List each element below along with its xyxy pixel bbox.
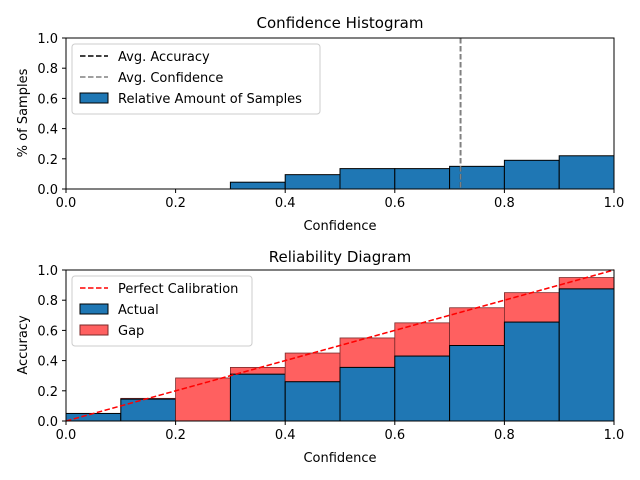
actual-bar — [229, 373, 286, 422]
histogram-x-label: Confidence — [303, 219, 376, 234]
reliability-legend: Perfect Calibration Actual Gap — [71, 275, 253, 347]
reliability-x-ticks: 0.0 0.2 0.4 0.6 0.8 1.0 — [56, 421, 625, 443]
histogram-legend-box — [71, 43, 321, 115]
actual-bar — [339, 366, 396, 422]
legend-avg-accuracy-label: Avg. Accuracy — [118, 50, 210, 65]
hist-x-tick-label: 0.6 — [384, 196, 405, 211]
histogram-bar — [394, 168, 451, 190]
rel-x-tick-label: 0.6 — [384, 428, 405, 443]
legend-gap-swatch — [79, 324, 109, 336]
histogram-y-ticks: 0.0 0.2 0.4 0.6 0.8 1.0 — [37, 32, 66, 198]
legend-avg-confidence-label: Avg. Confidence — [118, 71, 223, 86]
actual-bar — [120, 398, 177, 422]
histogram-bar — [558, 155, 615, 190]
histogram-bar — [449, 165, 505, 190]
actual-bar — [65, 412, 122, 422]
histogram-y-label: % of Samples — [16, 68, 31, 157]
hist-x-tick-label: 1.0 — [604, 196, 625, 211]
reliability-chart: Reliability Diagram 0.0 0.2 0.4 0.6 0.8 1.0 0… — [16, 248, 624, 466]
rel-x-tick-label: 0.0 — [56, 428, 77, 443]
histogram-bar — [339, 168, 396, 190]
hist-y-tick-label: 0.0 — [37, 183, 58, 198]
legend-samples-label: Relative Amount of Samples — [118, 92, 302, 107]
rel-x-tick-label: 1.0 — [604, 428, 625, 443]
actual-bar — [284, 381, 341, 422]
legend-perfect-calibration-label: Perfect Calibration — [118, 282, 238, 297]
reliability-title: Reliability Diagram — [269, 248, 411, 266]
histogram-frame — [65, 37, 615, 190]
perfect-calibration-line — [65, 269, 615, 422]
gap-bar — [175, 377, 231, 422]
legend-actual-swatch — [79, 303, 109, 315]
hist-y-tick-label: 0.8 — [37, 62, 58, 77]
actual-bar — [558, 288, 615, 422]
rel-y-tick-label: 1.0 — [37, 264, 58, 279]
actual-bar — [503, 321, 560, 422]
rel-y-tick-label: 0.2 — [37, 385, 58, 400]
reliability-y-ticks: 0.0 0.2 0.4 0.6 0.8 1.0 — [37, 264, 66, 430]
reliability-frame — [65, 269, 615, 422]
rel-x-tick-label: 0.4 — [275, 428, 296, 443]
gap-bar — [339, 337, 396, 368]
rel-y-tick-label: 0.8 — [37, 294, 58, 309]
gap-bar — [284, 352, 341, 383]
rel-y-tick-label: 0.6 — [37, 324, 58, 339]
histogram-x-ticks: 0.0 0.2 0.4 0.6 0.8 1.0 — [56, 189, 625, 211]
reliability-lines — [65, 269, 615, 422]
legend-gap-label: Gap — [118, 324, 144, 339]
histogram-title: Confidence Histogram — [257, 14, 424, 32]
gap-bar — [449, 307, 505, 346]
hist-x-tick-label: 0.8 — [494, 196, 515, 211]
reliability-legend-box — [71, 275, 253, 347]
rel-y-tick-label: 0.0 — [37, 415, 58, 430]
histogram-bars — [66, 155, 615, 190]
legend-samples-swatch — [79, 92, 109, 104]
reliability-y-label: Accuracy — [16, 315, 31, 375]
histogram-bar — [503, 159, 560, 190]
histogram-bar — [284, 174, 341, 190]
actual-bar — [394, 355, 451, 422]
actual-bar — [449, 345, 505, 422]
rel-x-tick-label: 0.8 — [494, 428, 515, 443]
hist-y-tick-label: 0.6 — [37, 92, 58, 107]
histogram-legend: Avg. Accuracy Avg. Confidence Relative A… — [71, 43, 321, 115]
reliability-x-label: Confidence — [303, 451, 376, 466]
hist-y-tick-label: 0.4 — [37, 123, 58, 138]
histogram-bar — [229, 181, 286, 190]
hist-x-tick-label: 0.0 — [56, 196, 77, 211]
hist-x-tick-label: 0.2 — [165, 196, 186, 211]
hist-x-tick-label: 0.4 — [275, 196, 296, 211]
legend-actual-label: Actual — [118, 303, 159, 318]
hist-y-tick-label: 1.0 — [37, 32, 58, 47]
gap-bar — [394, 322, 450, 357]
histogram-chart: Confidence Histogram 0.0 0.2 0.4 0.6 0.8 1.0 … — [16, 14, 624, 234]
hist-y-tick-label: 0.2 — [37, 153, 58, 168]
rel-x-tick-label: 0.2 — [165, 428, 186, 443]
rel-y-tick-label: 0.4 — [37, 355, 58, 370]
gap-bar — [503, 292, 560, 323]
